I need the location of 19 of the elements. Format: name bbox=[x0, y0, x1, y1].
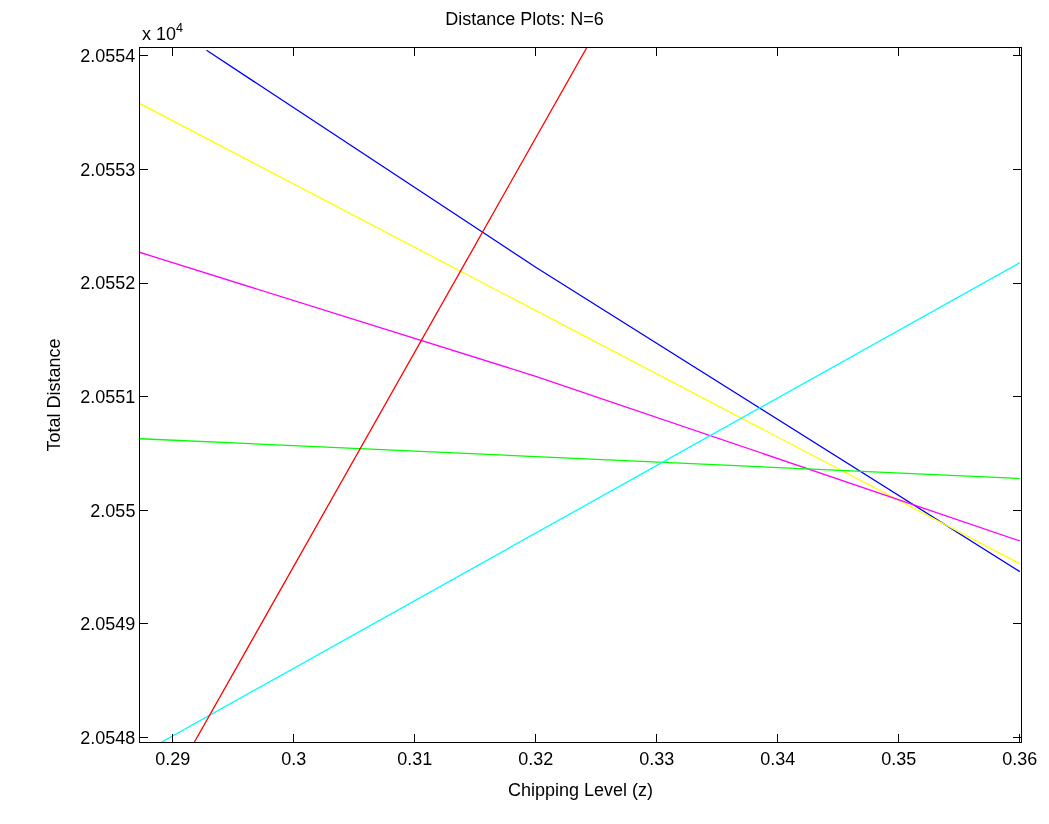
x-tick-label: 0.31 bbox=[397, 748, 433, 769]
x-axis-title: Chipping Level (z) bbox=[507, 779, 654, 800]
x-tick-label: 0.36 bbox=[1002, 748, 1038, 769]
y-tick-label: 2.0549 bbox=[80, 614, 136, 635]
y-tick-label: 2.0552 bbox=[80, 273, 136, 294]
y-tick-label: 2.0554 bbox=[80, 46, 136, 67]
x-tick-label: 0.29 bbox=[155, 748, 191, 769]
text: x 10$^{4}$ bbox=[142, 21, 184, 44]
y-axis-title: Total Distance bbox=[43, 338, 64, 452]
x-tick-label: 0.32 bbox=[518, 748, 554, 769]
x-tick-label: 0.33 bbox=[639, 748, 675, 769]
y-tick-label: 2.0553 bbox=[80, 159, 136, 180]
x-tick-label: 0.34 bbox=[760, 748, 796, 769]
chart-title: Distance Plots: N=6 bbox=[445, 8, 604, 29]
x-tick-label: 0.35 bbox=[881, 748, 917, 769]
y-tick-label: 2.0548 bbox=[80, 727, 136, 748]
y-tick-label: 2.0551 bbox=[80, 387, 136, 407]
x-tick-label: 0.3 bbox=[281, 748, 307, 769]
y-tick-label: 2.055 bbox=[90, 500, 136, 521]
